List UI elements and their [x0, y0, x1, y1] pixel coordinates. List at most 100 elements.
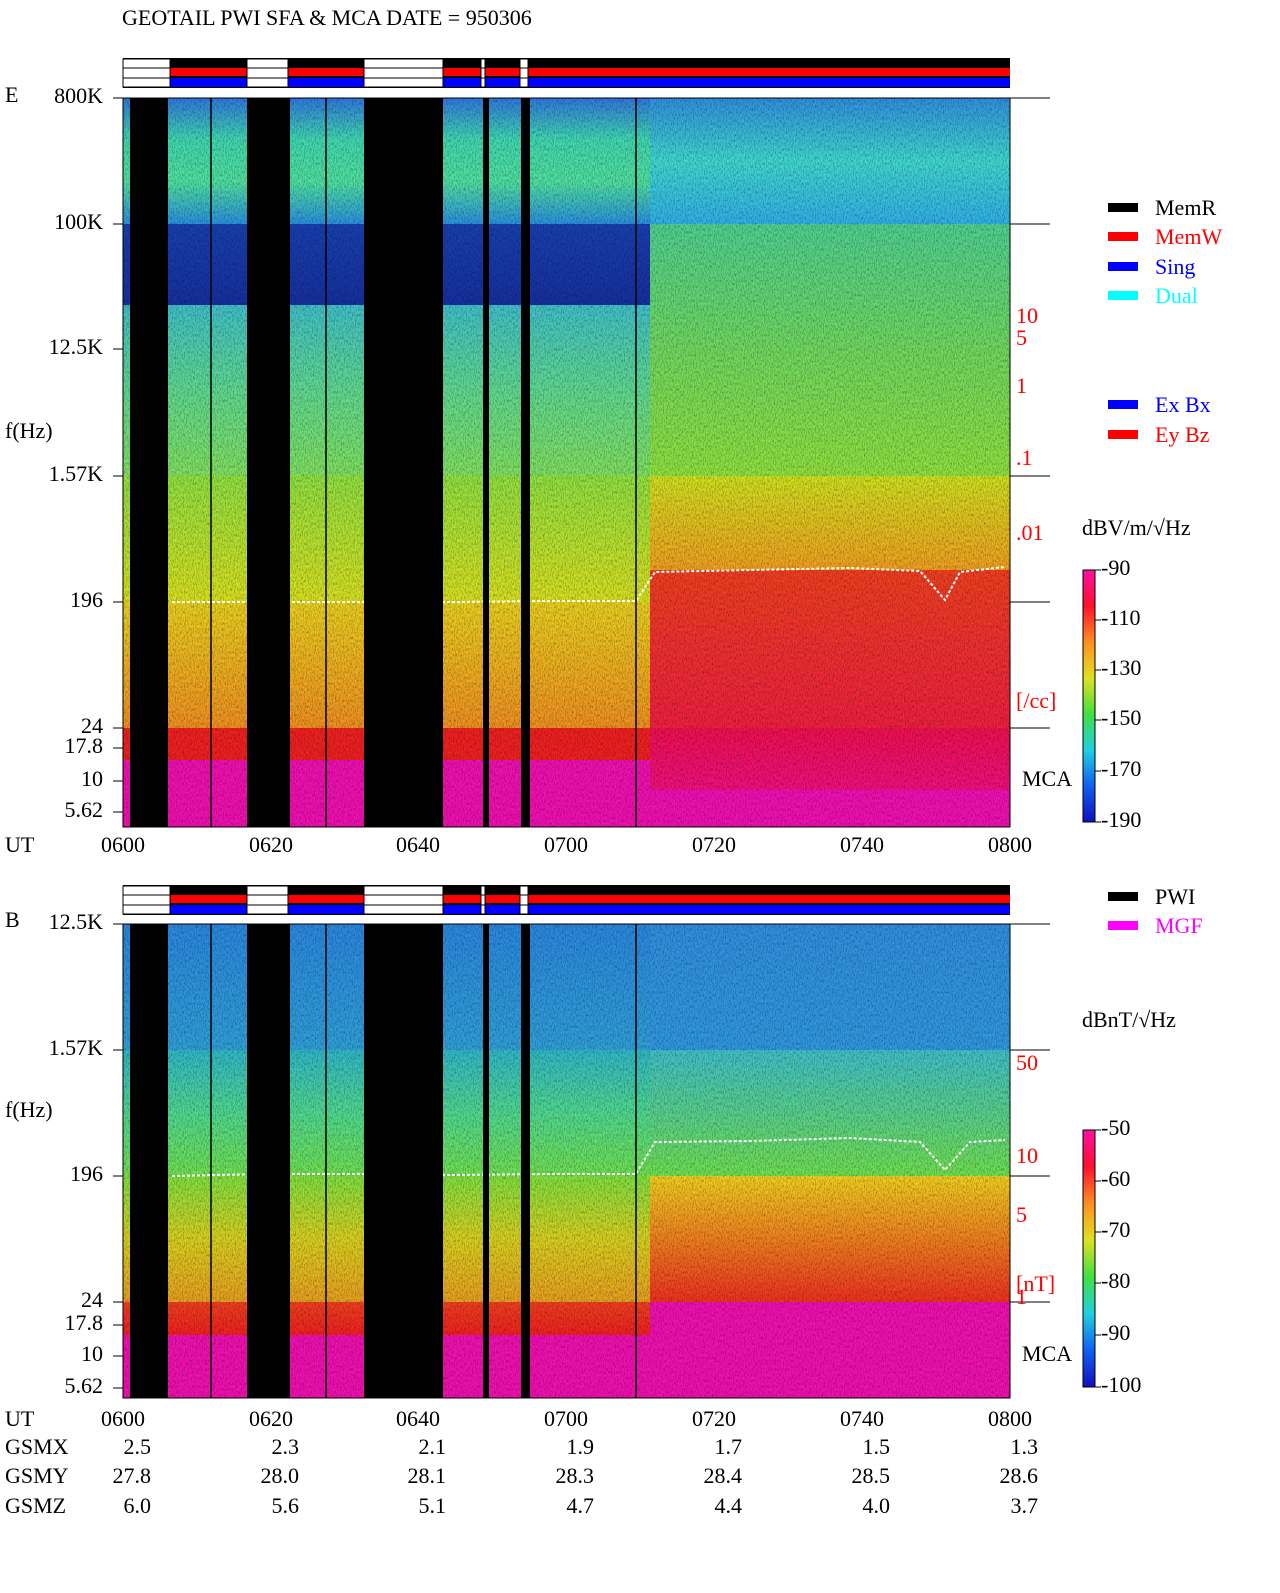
legend-swatch [1108, 291, 1138, 300]
y-tick-label: 10 [81, 766, 103, 791]
density-label: 10 [1016, 303, 1038, 328]
ephemeris-value: 28.6 [1000, 1463, 1039, 1488]
x-tick-label: 0620 [249, 832, 293, 857]
spectrogram [122, 97, 1011, 828]
y-tick-label: 17.8 [65, 1310, 104, 1335]
ephemeris-value: 28.4 [704, 1463, 743, 1488]
legend-label: Sing [1155, 254, 1195, 279]
ephemeris-value: 5.1 [419, 1493, 447, 1518]
status-gap [122, 58, 171, 88]
status-gap [122, 885, 171, 915]
legend-swatch [1108, 203, 1138, 212]
data-gap [521, 924, 530, 1398]
status-gap [480, 58, 486, 88]
legend-swatch [1108, 262, 1138, 271]
legend-swatch [1108, 892, 1138, 901]
data-gap [247, 924, 290, 1398]
spectrogram [122, 923, 1011, 1399]
status-gap [363, 58, 444, 88]
colorbar-tick-label: -170 [1101, 756, 1141, 781]
x-tick-label: 0640 [396, 832, 440, 857]
legend-swatch [1108, 400, 1138, 409]
plot-frame [122, 923, 1011, 1399]
y-tick-label: 12.5K [49, 334, 104, 359]
status-memw [123, 68, 1010, 76]
plot-frame [122, 97, 1011, 828]
density-label: 10 [1016, 1143, 1038, 1168]
y-tick-label: 10 [81, 1341, 103, 1366]
legend-label: Ey Bz [1155, 422, 1210, 447]
data-gap [483, 98, 489, 827]
status-gap [246, 885, 289, 915]
ephemeris-value: 6.0 [124, 1493, 152, 1518]
legend-swatch [1108, 430, 1138, 439]
ut-label: UT [5, 1406, 35, 1431]
ephemeris-label: GSMZ [5, 1493, 66, 1518]
data-gap [364, 924, 443, 1398]
y-tick-label: 196 [70, 1161, 103, 1186]
legend-swatch [1108, 232, 1138, 241]
colorbar-unit: dBV/m/√Hz [1082, 515, 1191, 540]
mca-label: MCA [1022, 1341, 1072, 1366]
ephemeris-label: GSMX [5, 1434, 69, 1459]
data-gap [483, 924, 489, 1398]
colorbar-tick-label: -130 [1101, 655, 1141, 680]
x-tick-label: 0700 [544, 832, 588, 857]
status-gap [519, 58, 529, 88]
x-tick-label: 0600 [101, 832, 145, 857]
y-tick-label: 800K [54, 83, 103, 108]
y-tick-label: 1.57K [49, 1035, 104, 1060]
x-tick-label: 0720 [692, 832, 736, 857]
y-tick-label: 5.62 [65, 1373, 104, 1398]
density-unit: [nT] [1016, 1271, 1055, 1296]
colorbar [1082, 1129, 1096, 1388]
y-axis-label: f(Hz) [5, 1097, 53, 1122]
legend-label: MGF [1155, 913, 1203, 938]
y-tick-label: 196 [70, 587, 103, 612]
data-gap [521, 98, 530, 827]
colorbar-tick-label: -90 [1101, 1320, 1130, 1345]
mca-label: MCA [1022, 766, 1072, 791]
y-tick-label: 24 [81, 1287, 103, 1312]
colorbar-tick-label: -110 [1101, 605, 1141, 630]
ephemeris-value: 28.0 [261, 1463, 300, 1488]
colorbar-tick-label: -80 [1101, 1268, 1130, 1293]
x-tick-label: 0600 [101, 1406, 145, 1431]
legend-label: Dual [1155, 283, 1198, 308]
density-label: .01 [1016, 520, 1044, 545]
colorbar-tick-label: -190 [1101, 807, 1141, 832]
y-tick-label: 24 [81, 713, 103, 738]
legend-label: PWI [1155, 884, 1195, 909]
x-tick-label: 0640 [396, 1406, 440, 1431]
ephemeris-value: 2.5 [124, 1434, 152, 1459]
status-memw [123, 895, 1010, 903]
x-tick-label: 0800 [988, 1406, 1032, 1431]
ephemeris-value: 4.4 [715, 1493, 743, 1518]
title: GEOTAIL PWI SFA & MCA DATE = 950306 [122, 5, 532, 30]
x-tick-label: 0740 [840, 1406, 884, 1431]
legend-swatch [1108, 921, 1138, 930]
x-tick-label: 0700 [544, 1406, 588, 1431]
density-label: .1 [1016, 445, 1033, 470]
status-sing [123, 78, 1010, 87]
status-gap [246, 58, 289, 88]
status-gap [480, 885, 486, 915]
y-tick-label: 5.62 [65, 797, 104, 822]
gyro-trace [171, 1136, 1006, 1177]
y-tick-label: 1.57K [49, 461, 104, 486]
ephemeris-value: 27.8 [113, 1463, 152, 1488]
ephemeris-label: GSMY [5, 1463, 69, 1488]
colorbar-tick-label: -70 [1101, 1217, 1130, 1242]
y-tick-label: 17.8 [65, 733, 104, 758]
colorbar-tick-label: -60 [1101, 1166, 1130, 1191]
density-label: 5 [1016, 325, 1027, 350]
status-sing [123, 905, 1010, 914]
colorbar-tick-label: -150 [1101, 705, 1141, 730]
ephemeris-value: 4.0 [863, 1493, 891, 1518]
gyro-trace [172, 566, 1006, 603]
ephemeris-value: 3.7 [1011, 1493, 1039, 1518]
density-label: 5 [1016, 1202, 1027, 1227]
legend-label: Ex Bx [1155, 392, 1211, 417]
ephemeris-value: 2.1 [419, 1434, 447, 1459]
